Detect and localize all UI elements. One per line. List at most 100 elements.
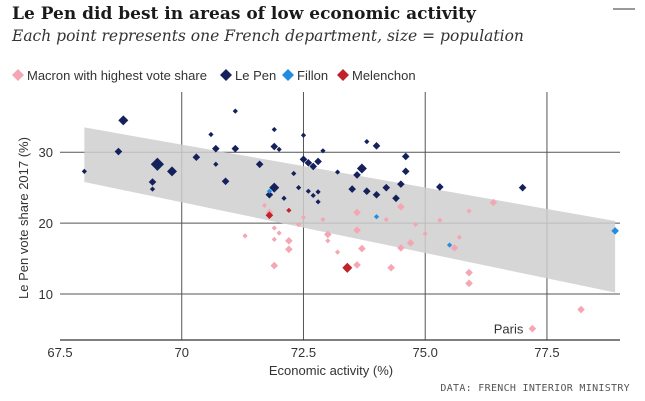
data-point (114, 147, 123, 156)
data-point (401, 152, 410, 161)
legend-label: Melenchon (352, 68, 416, 83)
data-point (270, 261, 279, 270)
data-point (489, 198, 498, 207)
legend-marker (12, 69, 24, 81)
data-point (286, 207, 292, 213)
data-point (353, 261, 361, 269)
data-point (271, 126, 277, 133)
data-point (285, 237, 293, 245)
data-point (296, 221, 302, 228)
data-point (397, 244, 405, 252)
data-point (281, 195, 287, 201)
data-point (291, 170, 297, 177)
data-point (528, 324, 537, 333)
legend-marker (337, 69, 349, 81)
legend: Macron with highest vote share Le Pen Fill… (12, 68, 416, 83)
source-note: DATA: FRENCH INTERIOR MINISTRY (440, 383, 630, 394)
x-axis-label: Economic activity (%) (269, 363, 393, 378)
data-point (81, 168, 87, 174)
y-axis-label: Le Pen vote share 2017 (%) (16, 137, 31, 299)
data-point (265, 211, 274, 220)
data-point (261, 202, 268, 208)
data-point (334, 249, 341, 255)
data-point (300, 132, 307, 138)
data-point (382, 183, 391, 192)
data-point (412, 221, 419, 228)
legend-label: Macron with highest vote share (27, 68, 207, 83)
data-point (373, 214, 380, 220)
annotations: Paris (494, 322, 524, 337)
data-point (315, 199, 321, 205)
data-point (213, 161, 219, 167)
data-point (285, 245, 293, 254)
data-point (446, 242, 453, 248)
data-point (465, 279, 473, 288)
legend-marker (220, 69, 232, 81)
data-points (81, 108, 619, 333)
data-point (255, 160, 264, 169)
data-point (269, 182, 280, 193)
data-point (167, 166, 177, 177)
data-point (334, 169, 341, 175)
data-point (118, 115, 129, 126)
data-point (276, 146, 282, 152)
data-point (372, 142, 381, 150)
data-point (383, 216, 389, 223)
data-point (348, 185, 356, 193)
data-point (310, 192, 316, 199)
y-tick-label: 10 (39, 287, 53, 302)
confidence-band (84, 127, 616, 293)
legend-label: Fillon (297, 68, 328, 83)
data-point (392, 194, 400, 203)
data-point (304, 159, 313, 167)
data-point (320, 148, 326, 154)
data-point (342, 262, 353, 273)
trend-band (84, 127, 616, 293)
data-point (422, 231, 428, 237)
x-tick-label: 67.5 (47, 345, 72, 360)
data-point (364, 139, 370, 145)
data-point (356, 163, 367, 174)
data-point (466, 208, 472, 214)
data-point (397, 180, 405, 188)
data-point (437, 217, 443, 223)
data-point (270, 142, 279, 151)
data-point (518, 183, 527, 192)
data-point (358, 244, 366, 253)
legend-marker (282, 69, 294, 81)
x-tick-label: 72.5 (291, 345, 316, 360)
data-point (271, 225, 277, 231)
data-point (436, 183, 444, 191)
data-point (450, 244, 459, 252)
point-annotation: Paris (494, 322, 524, 337)
data-point (299, 155, 308, 164)
data-point (148, 178, 157, 186)
data-point (315, 189, 321, 195)
data-point (406, 239, 415, 247)
data-point (265, 190, 274, 199)
data-point (324, 230, 332, 239)
x-tick-label: 77.5 (534, 345, 559, 360)
data-point (353, 171, 361, 179)
data-point (401, 167, 410, 176)
legend-label: Le Pen (235, 68, 276, 83)
data-point (577, 305, 585, 314)
data-point (208, 131, 214, 138)
data-point (300, 214, 307, 221)
data-point (271, 236, 277, 242)
x-tick-label: 75.0 (413, 345, 438, 360)
header-rule (613, 8, 635, 10)
y-tick-label: 30 (39, 145, 53, 160)
data-point (362, 187, 371, 195)
x-axis-ticks: 67.5 70 72.5 75.0 77.5 (47, 345, 559, 360)
data-point (221, 177, 230, 186)
data-point (314, 157, 322, 166)
data-point (212, 144, 220, 153)
data-point (149, 186, 156, 192)
data-point (325, 238, 331, 244)
data-point (309, 162, 318, 171)
data-point (456, 234, 462, 240)
y-tick-label: 20 (39, 216, 53, 231)
data-point (372, 190, 381, 199)
